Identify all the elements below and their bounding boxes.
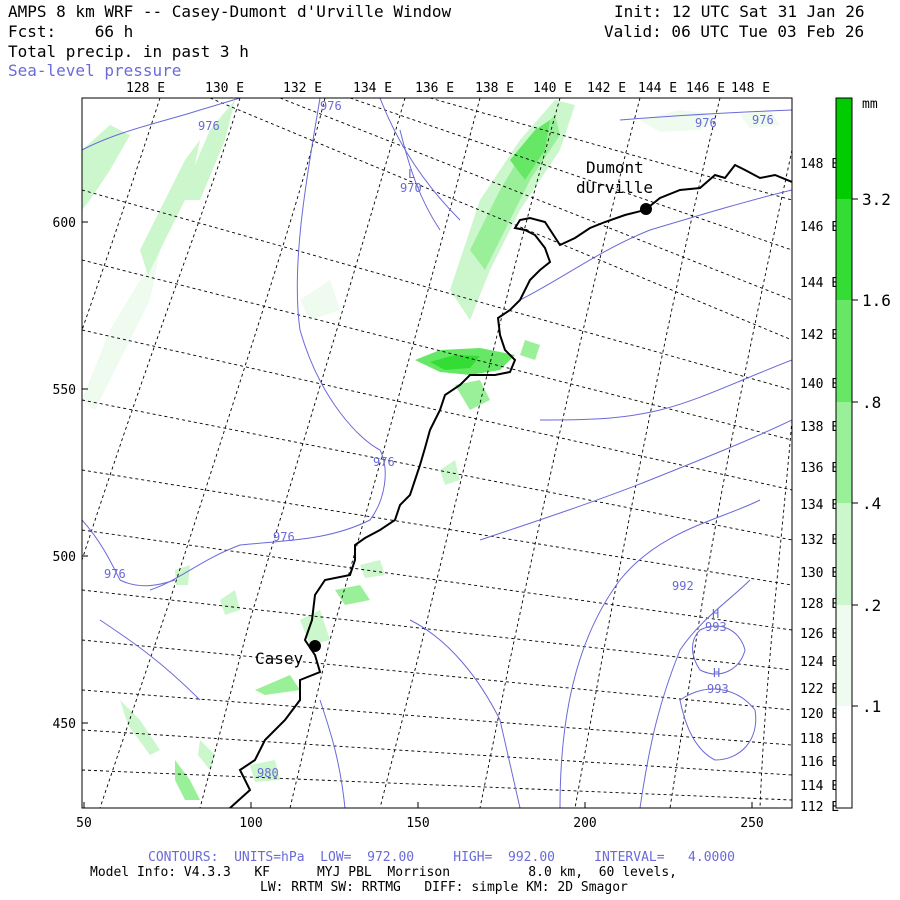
y-axis-labels: 600 550 500 450 bbox=[53, 216, 76, 732]
lon-label: 144 E bbox=[800, 276, 839, 291]
physics-info: LW: RRTM SW: RRTMG DIFF: simple KM: 2D S… bbox=[260, 880, 628, 895]
lon-label: 136 E bbox=[415, 81, 454, 96]
model-info: Model Info: V4.3.3 KF MYJ PBL Morrison 8… bbox=[90, 865, 677, 880]
y-axis-label: 500 bbox=[53, 550, 76, 565]
y-axis-label: 550 bbox=[53, 383, 76, 398]
colorbar-swatch bbox=[836, 300, 852, 402]
colorbar-label: 1.6 bbox=[862, 291, 891, 310]
slp-label: 976 bbox=[104, 567, 126, 581]
graticule bbox=[82, 98, 792, 808]
slp-label: 976 bbox=[373, 455, 395, 469]
lon-label: 128 E bbox=[126, 81, 165, 96]
x-axis-label: 100 bbox=[239, 816, 262, 831]
lon-label: 138 E bbox=[800, 420, 839, 435]
colorbar-label: .8 bbox=[862, 393, 881, 412]
dumont-durville-label: dUrville bbox=[576, 178, 653, 197]
slp-high-mark: H bbox=[712, 607, 719, 621]
slp-high-mark: H bbox=[713, 666, 720, 680]
lon-label: 112 E bbox=[800, 800, 839, 815]
lon-label: 114 E bbox=[800, 779, 839, 794]
colorbar-unit: mm bbox=[862, 97, 878, 112]
lon-label: 124 E bbox=[800, 655, 839, 670]
slp-label: 976 bbox=[273, 530, 295, 544]
lon-label: 140 E bbox=[533, 81, 572, 96]
lon-label: 128 E bbox=[800, 597, 839, 612]
slp-label: 993 bbox=[707, 682, 729, 696]
x-axis-label: 50 bbox=[76, 816, 92, 831]
colorbar-swatch bbox=[836, 503, 852, 605]
casey-label: Casey bbox=[255, 649, 304, 668]
slp-label: 976 bbox=[752, 113, 774, 127]
lon-label: 122 E bbox=[800, 682, 839, 697]
slp-label: 976 bbox=[320, 99, 342, 113]
precip-shading bbox=[82, 100, 780, 800]
lon-label: 136 E bbox=[800, 461, 839, 476]
lon-label: 118 E bbox=[800, 732, 839, 747]
lon-label: 132 E bbox=[283, 81, 322, 96]
lon-label: 140 E bbox=[800, 377, 839, 392]
colorbar-label: .4 bbox=[862, 494, 881, 513]
slp-label: 992 bbox=[672, 579, 694, 593]
colorbar-swatch bbox=[836, 98, 852, 199]
lon-label: 126 E bbox=[800, 627, 839, 642]
y-axis-label: 600 bbox=[53, 216, 76, 231]
lon-label: 134 E bbox=[800, 498, 839, 513]
slp-label: 980 bbox=[257, 766, 279, 780]
lon-label: 138 E bbox=[475, 81, 514, 96]
field-name: Total precip. in past 3 h bbox=[8, 42, 249, 61]
colorbar-swatch bbox=[836, 199, 852, 300]
slp-low-mark: L bbox=[408, 167, 415, 181]
slp-low-value: 970 bbox=[400, 181, 422, 195]
dumont-durville-label: Dumont bbox=[586, 158, 644, 177]
map-title: AMPS 8 km WRF -- Casey-Dumont d'Urville … bbox=[8, 2, 452, 21]
colorbar-swatch bbox=[836, 706, 852, 808]
y-axis-label: 450 bbox=[53, 717, 76, 732]
colorbar-label: .2 bbox=[862, 596, 881, 615]
slp-label-group: 976 976 976 976 976 976 976 980 992 993 … bbox=[104, 99, 774, 780]
slp-label: 976 bbox=[695, 116, 717, 130]
init-time: Init: 12 UTC Sat 31 Jan 26 bbox=[614, 2, 865, 21]
colorbar-swatch bbox=[836, 402, 852, 503]
slp-contours bbox=[82, 98, 792, 808]
lon-label: 130 E bbox=[800, 566, 839, 581]
x-axis-label: 150 bbox=[406, 816, 429, 831]
x-axis-ticks bbox=[83, 802, 753, 808]
right-longitude-labels: 148 E 146 E 144 E 142 E 140 E 138 E 136 … bbox=[800, 157, 839, 815]
contours-info: CONTOURS: UNITS=hPa LOW= 972.00 HIGH= 99… bbox=[148, 850, 735, 865]
dumont-durville-station-marker bbox=[640, 203, 652, 215]
lon-label: 142 E bbox=[800, 328, 839, 343]
lon-label: 116 E bbox=[800, 755, 839, 770]
slp-label: 993 bbox=[705, 620, 727, 634]
lon-label: 146 E bbox=[686, 81, 725, 96]
x-axis-label: 200 bbox=[573, 816, 596, 831]
y-axis-ticks bbox=[82, 221, 88, 724]
lon-label: 132 E bbox=[800, 533, 839, 548]
top-longitude-labels: 128 E 130 E 132 E 134 E 136 E 138 E 140 … bbox=[126, 81, 770, 96]
x-axis-labels: 50 100 150 200 250 bbox=[76, 816, 764, 831]
overlay-name: Sea-level pressure bbox=[8, 61, 182, 80]
valid-time: Valid: 06 UTC Tue 03 Feb 26 bbox=[604, 22, 865, 41]
lon-label: 144 E bbox=[638, 81, 677, 96]
lon-label: 130 E bbox=[205, 81, 244, 96]
lon-label: 146 E bbox=[800, 220, 839, 235]
coastline bbox=[229, 163, 792, 808]
map-plot-area bbox=[82, 98, 792, 808]
lon-label: 142 E bbox=[587, 81, 626, 96]
colorbar: mm 3.2 1.6 .8 .4 .2 .1 bbox=[835, 97, 891, 809]
lon-label: 148 E bbox=[800, 157, 839, 172]
forecast-hour: Fcst: 66 h bbox=[8, 22, 134, 41]
colorbar-label: 3.2 bbox=[862, 190, 891, 209]
colorbar-swatch bbox=[836, 605, 852, 706]
plot-frame bbox=[81, 97, 793, 809]
lon-label: 148 E bbox=[731, 81, 770, 96]
x-axis-label: 250 bbox=[740, 816, 763, 831]
colorbar-label: .1 bbox=[862, 697, 881, 716]
casey-station-marker bbox=[309, 640, 321, 652]
lon-label: 120 E bbox=[800, 707, 839, 722]
lon-label: 134 E bbox=[353, 81, 392, 96]
slp-label: 976 bbox=[198, 119, 220, 133]
